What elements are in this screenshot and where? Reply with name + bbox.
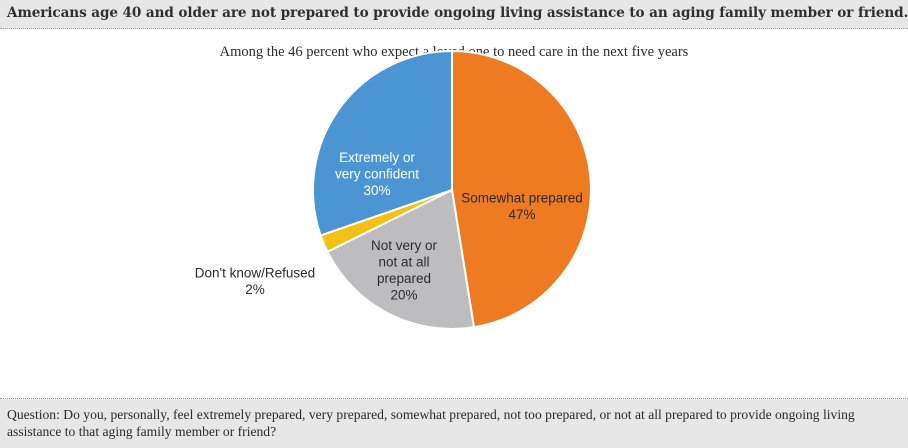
slice-category-label: very confident <box>335 167 419 182</box>
footer-bar: Question: Do you, personally, feel extre… <box>0 399 908 448</box>
slice-label-0: Somewhat prepared 47% <box>461 190 583 222</box>
pie-slice-1 <box>326 188 476 330</box>
slice-category-label: Somewhat prepared <box>461 190 583 205</box>
slice-category-label: Don't know/Refused <box>195 265 315 280</box>
slice-label-2: Don't know/Refused 2% <box>195 265 315 297</box>
slice-category-label: Extremely or <box>339 150 415 165</box>
header-bar: Americans age 40 and older are not prepa… <box>0 0 908 29</box>
survey-question: Question: Do you, personally, feel extre… <box>7 407 855 439</box>
slice-category-label: not at all <box>378 254 429 269</box>
slice-value-label: 47% <box>508 207 535 222</box>
slice-value-label: 20% <box>390 287 417 302</box>
slice-category-label: Not very or <box>371 238 438 253</box>
pie-slice-3 <box>312 49 453 237</box>
slice-value-label: 2% <box>245 282 265 297</box>
chart-area: Among the 46 percent who expect a loved … <box>0 29 908 399</box>
chart-headline: Americans age 40 and older are not prepa… <box>7 5 908 21</box>
pie-slice-0 <box>451 49 592 329</box>
slice-category-label: prepared <box>377 271 431 286</box>
slice-value-label: 30% <box>363 183 390 198</box>
